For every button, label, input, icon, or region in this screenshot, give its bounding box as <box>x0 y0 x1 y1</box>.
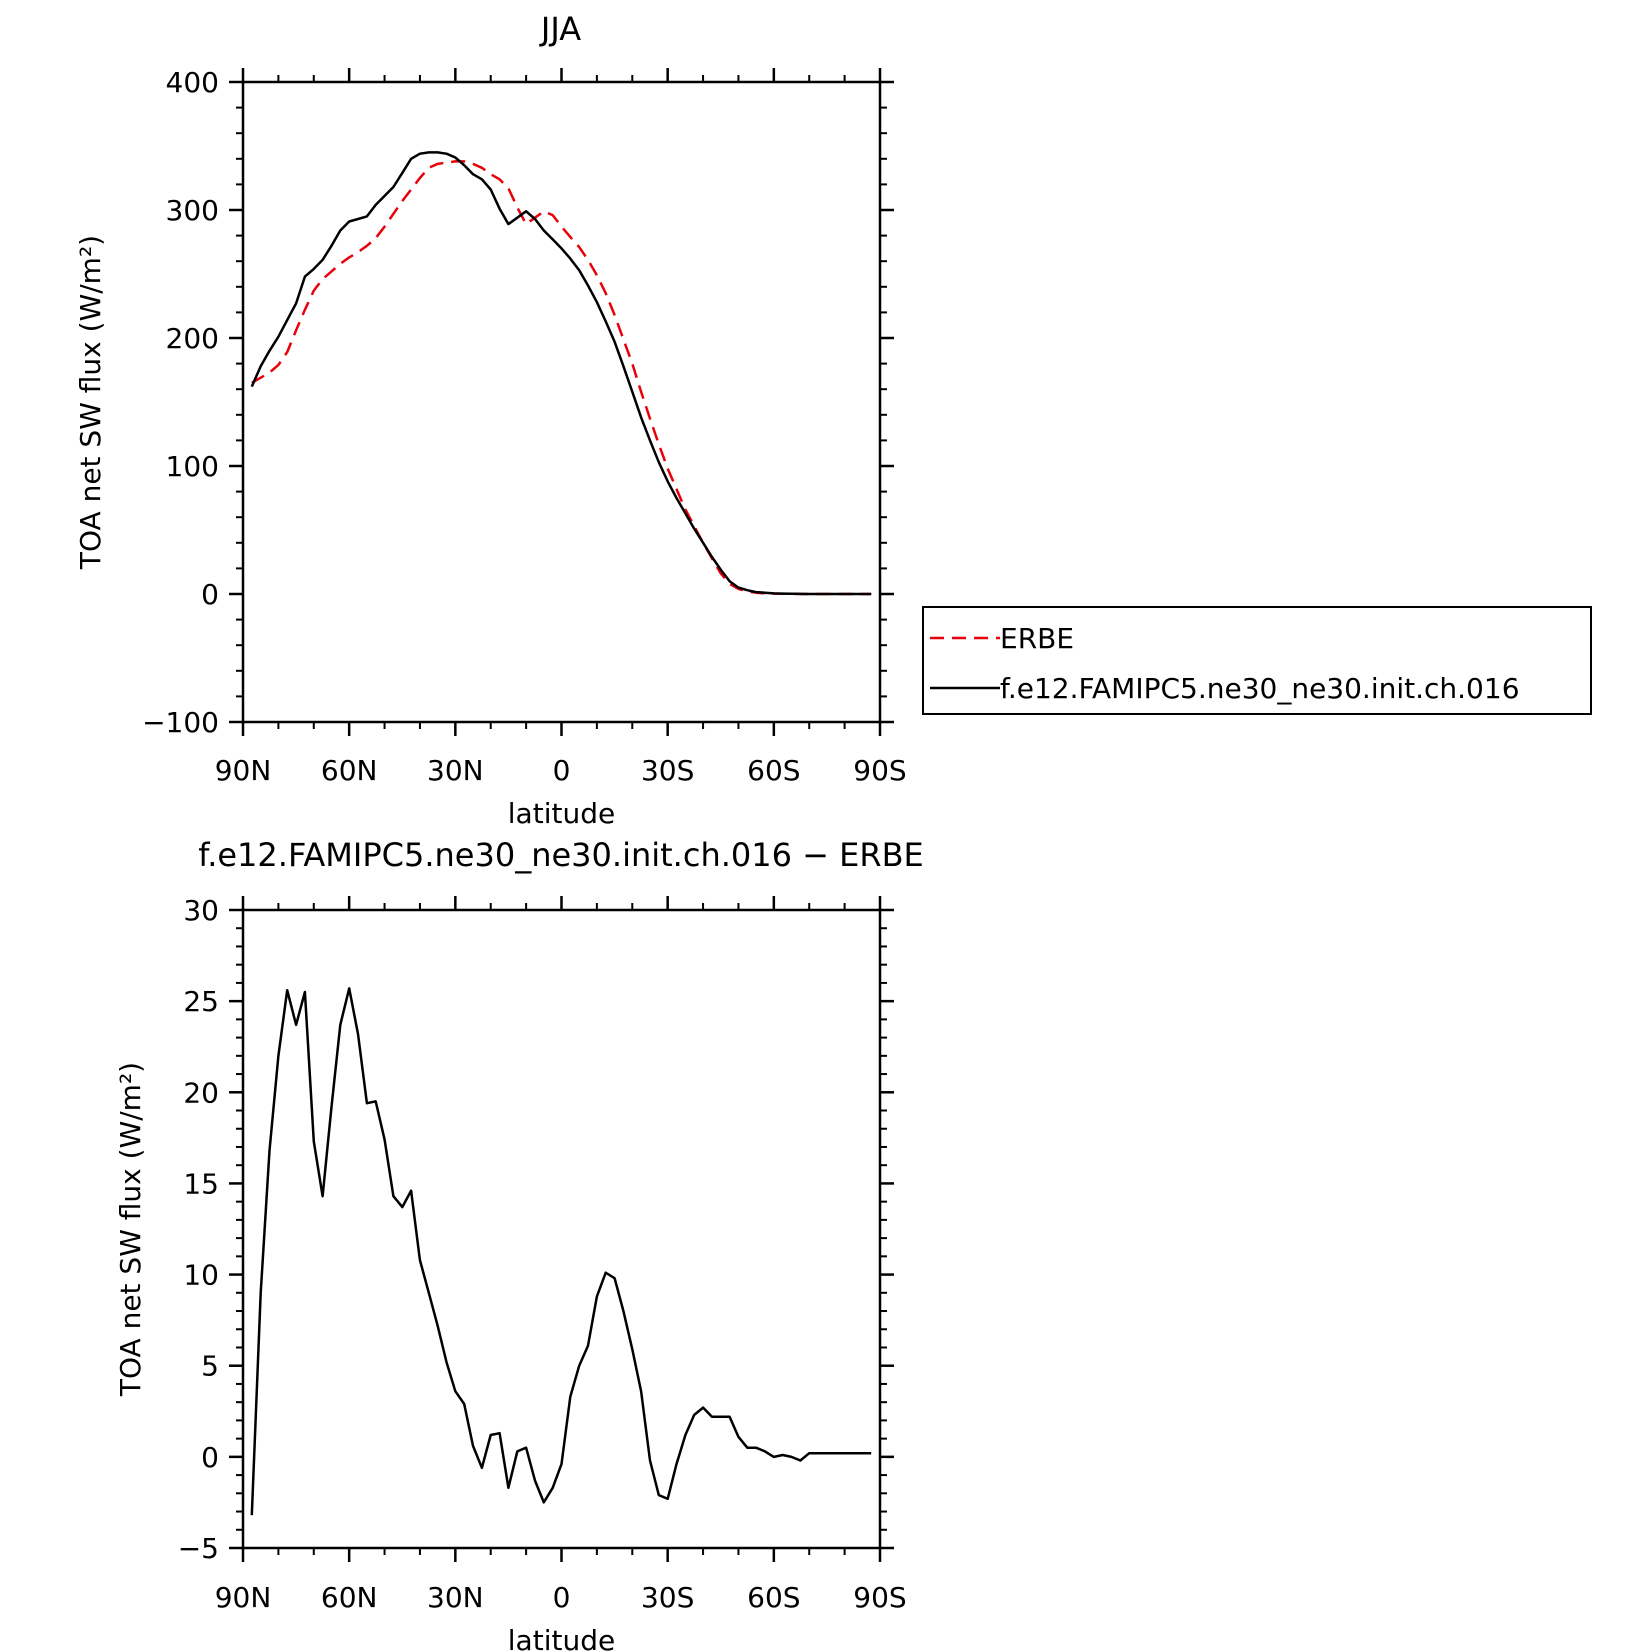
x-tick-label: 90S <box>853 754 906 787</box>
y-tick-label: 200 <box>166 322 219 355</box>
y-tick-label: 5 <box>201 1350 219 1383</box>
x-tick-label: 30N <box>427 1581 484 1614</box>
plot-frame <box>241 80 882 724</box>
y-tick-label: −5 <box>178 1532 219 1565</box>
x-axis-label: latitude <box>508 1624 615 1652</box>
x-tick-label: 60N <box>321 1581 378 1614</box>
legend: ERBE f.e12.FAMIPC5.ne30_ne30.init.ch.016 <box>922 606 1592 715</box>
y-tick-label: 25 <box>183 985 219 1018</box>
x-tick-label: 90N <box>215 754 272 787</box>
y-tick-label: 100 <box>166 450 219 483</box>
x-tick-label: 0 <box>553 754 571 787</box>
x-tick-label: 30S <box>641 754 694 787</box>
x-tick-label: 60S <box>747 754 800 787</box>
legend-box <box>922 606 1592 715</box>
y-tick-label: 0 <box>201 1441 219 1474</box>
y-tick-label: 15 <box>183 1167 219 1200</box>
y-axis-label: TOA net SW flux (W/m²) <box>114 1062 147 1397</box>
x-tick-label: 90S <box>853 1581 906 1614</box>
legend-label: ERBE <box>1000 622 1074 655</box>
chart-title: JJA <box>539 10 581 48</box>
x-tick-label: 90N <box>215 1581 272 1614</box>
legend-label: f.e12.FAMIPC5.ne30_ne30.init.ch.016 <box>1000 672 1520 705</box>
y-tick-label: 10 <box>183 1259 219 1292</box>
x-tick-label: 0 <box>553 1581 571 1614</box>
bottom-panel: f.e12.FAMIPC5.ne30_ne30.init.ch.016 − ER… <box>114 836 924 1652</box>
y-tick-label: 30 <box>183 894 219 927</box>
top-panel: JJA 90N 60N 30N 0 30S 60S 90S −100 0 100 200 300 400 l… <box>74 10 907 830</box>
y-tick-label: 0 <box>201 578 219 611</box>
x-axis-label: latitude <box>508 797 615 830</box>
series-line-difference <box>250 987 872 1516</box>
y-tick-label: −100 <box>142 706 219 739</box>
x-tick-label: 60S <box>747 1581 800 1614</box>
y-tick-label: 400 <box>166 66 219 99</box>
y-tick-label: 20 <box>183 1076 219 1109</box>
x-tick-label: 30S <box>641 1581 694 1614</box>
x-tick-label: 60N <box>321 754 378 787</box>
series-line-model <box>250 151 872 596</box>
chart-title: f.e12.FAMIPC5.ne30_ne30.init.ch.016 − ER… <box>198 836 924 874</box>
plot-frame <box>241 908 882 1550</box>
y-tick-label: 300 <box>166 194 219 227</box>
y-axis-label: TOA net SW flux (W/m²) <box>74 235 107 570</box>
x-tick-label: 30N <box>427 754 484 787</box>
